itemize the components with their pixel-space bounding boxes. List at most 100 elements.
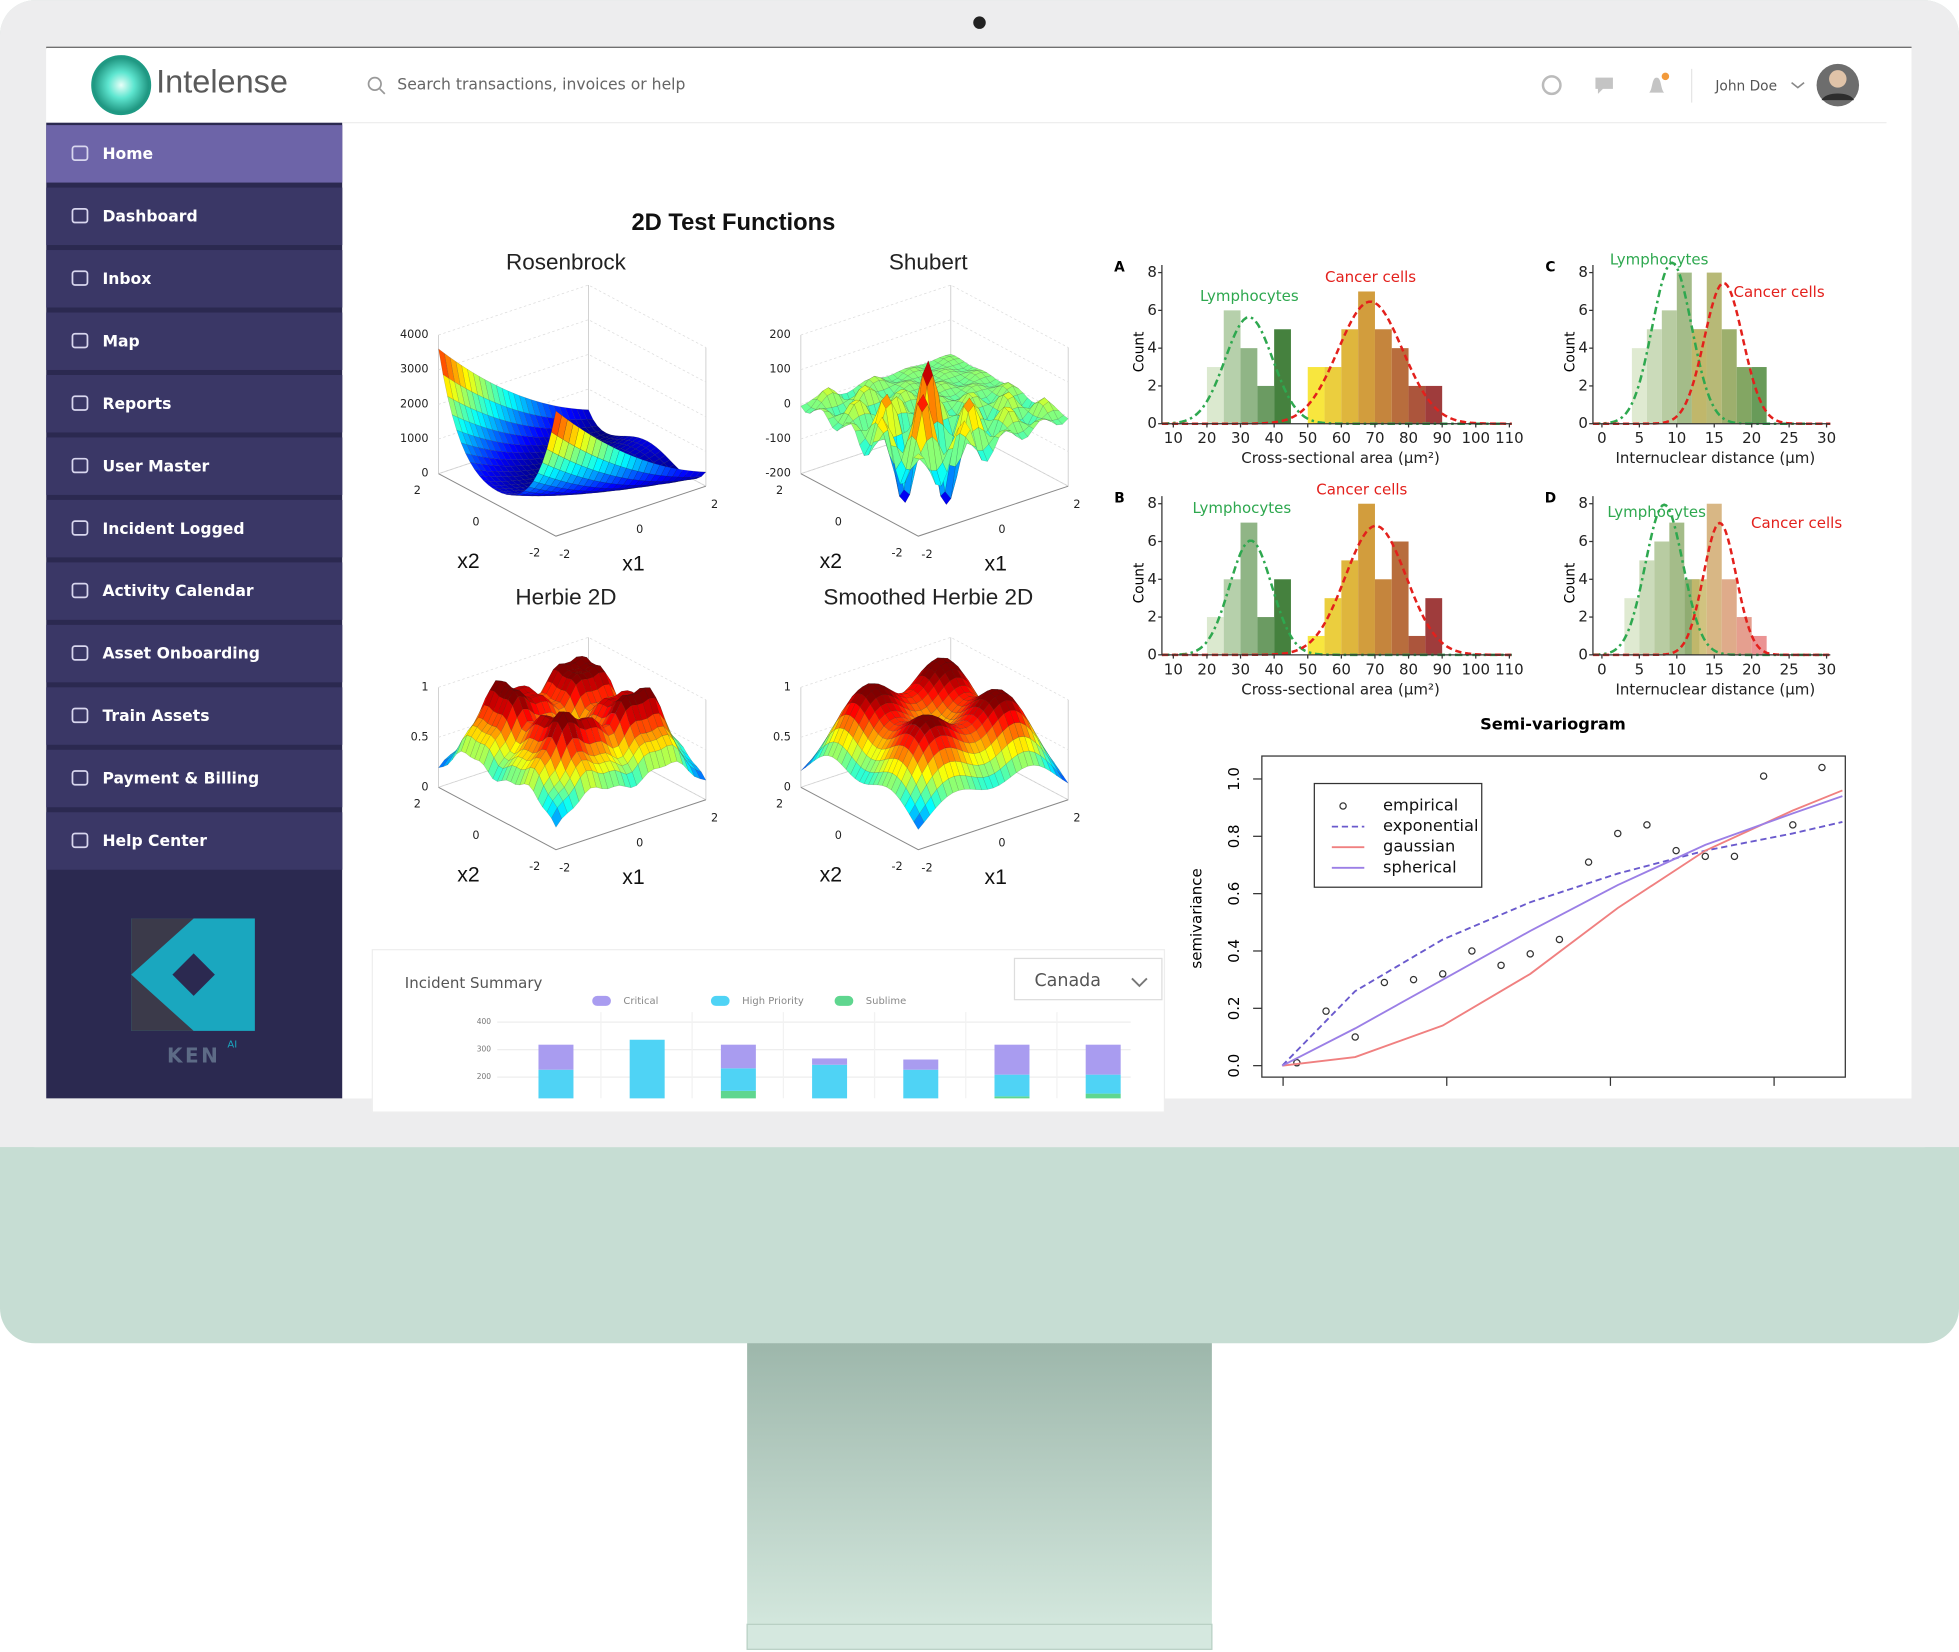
surface-face <box>574 776 586 803</box>
nav-label[interactable]: Payment & Billing <box>102 770 259 788</box>
surface-face <box>490 476 502 482</box>
grid-line <box>438 319 707 383</box>
surface-face <box>600 740 612 757</box>
x2-tick-label: -2 <box>529 547 540 560</box>
plot-frame <box>1261 755 1846 1078</box>
nav-item[interactable] <box>46 812 343 870</box>
series-label: Lymphocytes <box>1193 499 1292 517</box>
user-menu-chevron[interactable] <box>1791 81 1805 89</box>
nav-item[interactable] <box>46 374 343 433</box>
surface-face <box>499 418 511 435</box>
surface-face <box>645 730 657 742</box>
y-tick-label: 4 <box>1147 570 1157 588</box>
nav-item[interactable] <box>46 749 343 808</box>
surface-face <box>1047 410 1059 421</box>
chat-icon[interactable] <box>1595 77 1613 94</box>
surface-face <box>956 368 969 373</box>
brand-name[interactable]: Intelense <box>156 63 288 99</box>
surface-face <box>930 788 942 809</box>
surface-face <box>631 457 643 472</box>
surface-face <box>973 404 985 432</box>
stacked-bar <box>720 1044 756 1069</box>
surface-face <box>966 763 978 778</box>
nav-item[interactable] <box>46 624 343 683</box>
surface-face <box>690 763 702 773</box>
legend <box>1313 782 1483 888</box>
x-tick-label: 60 <box>1332 429 1351 447</box>
nav-label[interactable]: Home <box>102 145 153 163</box>
x-tick-label: 20 <box>1197 429 1216 447</box>
surface-face <box>906 378 918 383</box>
nav-item[interactable] <box>46 437 343 495</box>
surface-face <box>966 370 977 374</box>
user-name[interactable]: John Doe <box>1714 78 1777 94</box>
dropdown-value[interactable]: Canada <box>1034 971 1101 991</box>
surface-face <box>464 405 476 425</box>
nav-label[interactable]: Train Assets <box>102 707 209 725</box>
x1-tick-label: -2 <box>559 548 570 561</box>
nav-item[interactable] <box>46 562 343 620</box>
x-tick-label: 10 <box>1667 429 1686 447</box>
surface-face <box>616 695 628 702</box>
surface-face <box>896 379 907 384</box>
surface-face <box>456 429 468 445</box>
surface-face <box>603 683 615 698</box>
x-tick-label: 15 <box>1705 660 1724 678</box>
data-point <box>1555 935 1564 944</box>
data-point <box>1497 961 1505 970</box>
surface-face <box>904 724 916 735</box>
surface-face <box>509 433 521 446</box>
nav-label[interactable]: Incident Logged <box>102 520 244 538</box>
dropdown-chevron[interactable] <box>1131 977 1148 988</box>
surface-face <box>597 772 609 790</box>
nav-item[interactable] <box>46 687 343 745</box>
surface-face <box>546 700 558 717</box>
globe-icon[interactable] <box>1541 75 1562 96</box>
nav-label[interactable]: Map <box>102 332 139 350</box>
surface-face <box>876 737 888 750</box>
search-box[interactable]: Search transactions, invoices or help <box>367 76 686 95</box>
surface-face <box>614 769 626 787</box>
fit-curve <box>1161 300 1512 425</box>
y-tick-label: 0 <box>1578 414 1588 432</box>
surface-face <box>1007 739 1018 760</box>
surface-face <box>1057 415 1069 425</box>
nav-label[interactable]: User Master <box>102 457 209 475</box>
surface-face <box>934 665 946 680</box>
surface-face <box>606 483 618 489</box>
nav-item[interactable] <box>46 312 343 370</box>
nav-item[interactable] <box>46 499 343 558</box>
nav-label[interactable]: Activity Calendar <box>102 582 253 600</box>
nav-label[interactable]: Asset Onboarding <box>102 645 259 663</box>
surface-face <box>506 480 518 486</box>
surface-face <box>650 474 662 482</box>
search-placeholder[interactable]: Search transactions, invoices or help <box>397 76 685 94</box>
nav-label[interactable]: Dashboard <box>102 207 197 225</box>
series-label: Cancer cells <box>1325 268 1416 286</box>
surface-face <box>886 702 897 712</box>
dropdown[interactable] <box>1013 957 1163 1001</box>
surface-face <box>622 478 634 486</box>
surface-face <box>474 424 486 440</box>
nav-label[interactable]: Reports <box>102 395 171 413</box>
nav-label[interactable]: Help Center <box>102 832 207 850</box>
bell-icon[interactable] <box>1649 77 1665 93</box>
y-tick-label: 2 <box>1578 376 1588 394</box>
grid-line <box>438 353 707 418</box>
surface-face <box>879 713 890 727</box>
legend-symbol <box>1339 802 1347 810</box>
x1-tick-label: 0 <box>998 523 1005 536</box>
brand-logo[interactable] <box>91 55 152 116</box>
surface-face <box>950 457 962 499</box>
surface-face <box>667 734 679 750</box>
nav-item[interactable] <box>46 187 343 246</box>
nav-item[interactable] <box>46 250 343 308</box>
histogram-bar <box>1223 310 1241 424</box>
nav-label[interactable]: Inbox <box>102 270 151 288</box>
surface-face <box>550 745 562 771</box>
z-tick-label: 0.5 <box>773 730 791 743</box>
x-tick-label: 100 <box>1461 429 1490 447</box>
x1-tick-label: 0 <box>636 523 643 536</box>
nav-item[interactable] <box>46 125 343 183</box>
data-point <box>1322 1007 1330 1015</box>
